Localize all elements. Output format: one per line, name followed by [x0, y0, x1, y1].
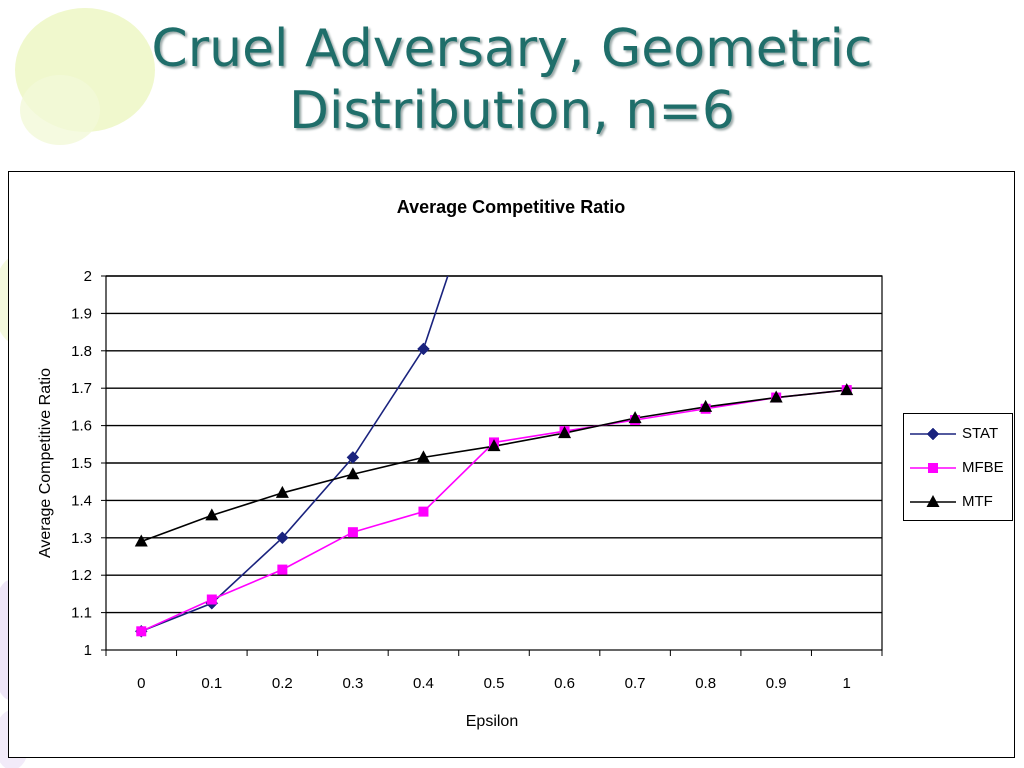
legend-label: MFBE	[962, 459, 1004, 476]
y-tick-label: 1.7	[71, 380, 92, 397]
y-tick-label: 1.5	[71, 455, 92, 472]
y-tick-label: 1.2	[71, 567, 92, 584]
point-mtf	[769, 390, 783, 403]
point-mtf	[416, 450, 430, 463]
y-tick-label: 1.4	[71, 492, 92, 509]
point-mfbe	[206, 594, 217, 605]
y-tick-label: 1.9	[71, 305, 92, 322]
legend-item-mfbe: MFBE	[904, 457, 1012, 479]
legend-marker	[926, 427, 940, 441]
point-mtf	[628, 411, 642, 424]
point-mtf	[840, 383, 854, 396]
x-tick-label: 0.2	[272, 675, 293, 692]
x-tick-label: 1	[843, 675, 851, 692]
point-mtf	[699, 399, 713, 412]
y-tick-label: 1.3	[71, 530, 92, 547]
point-stat	[417, 342, 430, 356]
x-tick-label: 0.1	[201, 675, 222, 692]
point-mtf	[134, 534, 148, 547]
chart-title: Average Competitive Ratio	[397, 197, 625, 217]
y-tick-label: 1.8	[71, 343, 92, 360]
point-mfbe	[347, 527, 358, 538]
point-mtf	[205, 508, 219, 521]
x-tick-label: 0.9	[766, 675, 787, 692]
slide-title: Cruel Adversary, Geometric Distribution,…	[0, 18, 1024, 142]
legend-marker	[926, 495, 940, 507]
y-axis-label: Average Competitive Ratio	[37, 368, 54, 558]
point-stat	[276, 531, 289, 545]
legend-label: STAT	[962, 425, 999, 442]
x-tick-label: 0.5	[484, 675, 505, 692]
x-tick-label: 0.3	[342, 675, 363, 692]
series-line-stat	[140, 276, 449, 633]
legend-swatch	[910, 427, 956, 441]
series-layer	[134, 276, 854, 638]
x-tick-label: 0.4	[413, 675, 434, 692]
legend-label: MTF	[962, 493, 993, 510]
point-mfbe	[136, 626, 147, 637]
x-tick-label: 0.8	[695, 675, 716, 692]
legend-swatch	[910, 495, 956, 507]
y-tick-label: 1.1	[71, 605, 92, 622]
y-tick-label: 1	[84, 642, 92, 659]
point-mtf	[487, 439, 501, 452]
legend-marker	[928, 463, 938, 473]
slide-title-line2: Distribution, n=6	[288, 81, 736, 141]
x-tick-label: 0	[137, 675, 145, 692]
point-mtf	[558, 426, 572, 439]
point-mfbe	[277, 564, 288, 575]
x-axis-label: Epsilon	[466, 713, 518, 730]
slide-title-line1: Cruel Adversary, Geometric	[151, 19, 873, 79]
legend-item-stat: STAT	[904, 423, 1012, 445]
point-mtf	[275, 485, 289, 498]
legend-item-mtf: MTF	[904, 491, 1012, 513]
legend-swatch	[910, 463, 956, 473]
x-tick-label: 0.7	[625, 675, 646, 692]
x-tick-label: 0.6	[554, 675, 575, 692]
point-mtf	[346, 467, 360, 480]
y-tick-label: 1.6	[71, 418, 92, 435]
point-stat	[346, 451, 360, 464]
chart-legend: STAT MFBE MTF	[903, 413, 1013, 521]
y-tick-label: 2	[84, 268, 92, 285]
point-mfbe	[418, 506, 429, 517]
